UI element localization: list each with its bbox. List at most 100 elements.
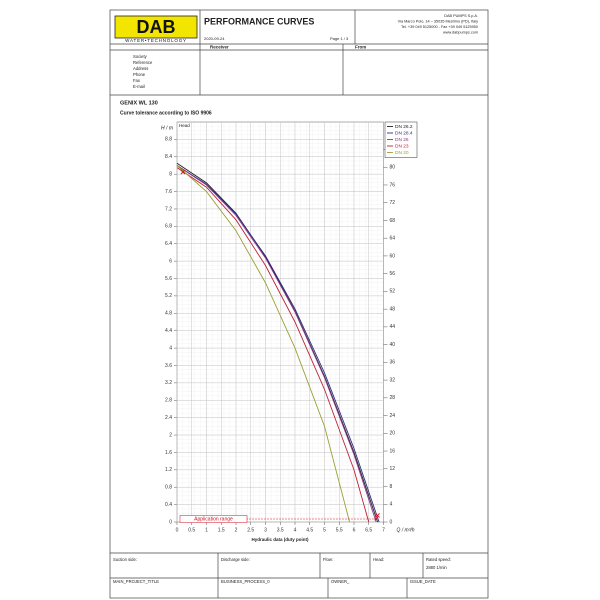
y-tick-label: 4.4 [165,328,172,334]
doc-page: Page 1 / 3 [330,36,349,41]
x-tick-label: 1 [205,527,208,533]
footer-label: ISSUE_DATE [410,579,436,584]
doc-title: PERFORMANCE CURVES [204,16,314,26]
page-border [109,9,489,599]
y2-tick-label: 48 [390,306,396,312]
contact-field: Society [133,54,148,59]
annotation-box [179,515,248,523]
logo-tagline: WATER•TECHNOLOGY [125,38,187,43]
y-tick-label: 8 [169,172,172,178]
x-tick-label: 3 [264,527,267,533]
curve [176,165,377,523]
contact-field: Fax [133,78,141,83]
y-tick-label: 0.8 [165,485,172,491]
footer-label: Rated speed: [426,557,451,562]
x-tick-label: 2 [235,527,238,533]
x-tick-label: 1.5 [218,527,225,533]
y-tick-label: 1.6 [165,450,172,456]
y-tick-label: 5.6 [165,276,172,282]
x-tick-label: 4.5 [306,527,313,533]
curve [176,162,379,523]
logo-box [114,15,198,39]
y-tick-label: 5.2 [165,293,172,299]
contact-field: Reference [133,60,153,65]
footer-label: OWNER_ [331,579,350,584]
y-tick-label: 2.4 [165,415,172,421]
x-tick-label: 0.5 [188,527,195,533]
product-name: GENIX WL 130 [120,100,158,106]
x-tick-label: 5 [323,527,326,533]
company-line: www.dabpumps.com [443,31,478,35]
y-tick-label: 3.6 [165,363,172,369]
y-tick-label: 8.4 [165,154,172,160]
footer-label: Discharge side: [221,557,250,562]
y2-tick-label: 24 [390,413,396,419]
y2-tick-label: 8 [390,484,393,490]
y-tick-label: 3.2 [165,380,172,386]
y-tick-label: 0.4 [165,502,172,508]
y2-tick-label: 20 [390,431,396,437]
receiver-label: Receiver [210,45,229,50]
footer-label: BUSINESS_PROCESS_0 [221,579,270,584]
y-tick-label: 6.4 [165,241,172,247]
y2-tick-label: 12 [390,466,396,472]
legend-label: DN 26.2 [395,124,413,130]
x-tick-label: 6.5 [365,527,372,533]
x-tick-label: 2.5 [247,527,254,533]
head-label: Head [179,123,190,128]
legend-label: DN 26 [395,137,409,143]
footer-label: MAIN_PROJECT_TITLE [113,579,159,584]
y-tick-label: 0 [169,519,172,525]
company-line: Tel. +39 049 5125000 - Fax +39 049 51259… [401,25,478,29]
y-tick-label: 4.8 [165,311,172,317]
y-tick-label: 4 [169,345,172,351]
footer-label: Head: [373,557,384,562]
duty-point [375,513,380,518]
y2-tick-label: 76 [390,182,396,188]
y2-tick-label: 52 [390,289,396,295]
company-line: Via Marco Polo, 14 – 35035 Mestrino (PD)… [398,20,478,24]
logo: DAB [137,17,176,37]
curve [176,167,370,523]
contact-field: Address [133,66,148,71]
legend-label: DN 20 [395,150,409,156]
footer-label: Suction side: [113,557,137,562]
y-tick-label: 1.2 [165,467,172,473]
y2-tick-label: 32 [390,377,396,383]
chart-caption: Hydraulic data (duty point) [251,537,309,542]
contact-field: Phone [133,72,146,77]
curve [176,165,380,523]
y2-tick-label: 44 [390,324,396,330]
x-tick-label: 6 [353,527,356,533]
tolerance-note: Curve tolerance according to ISO 9906 [120,110,212,116]
y2-tick-label: 28 [390,395,396,401]
x-axis-label: Q / m³/h [397,527,415,533]
x-tick-label: 3.5 [277,527,284,533]
doc-date: 2020-09-24 [204,36,225,41]
y-tick-label: 2 [169,432,172,438]
annotation: Application range [194,516,233,522]
y2-tick-label: 68 [390,218,396,224]
x-tick-label: 4 [294,527,297,533]
y-tick-label: 7.6 [165,189,172,195]
y-tick-label: 6.8 [165,224,172,230]
y-axis-label: H / m [161,125,173,131]
footer-label: Flow: [323,557,333,562]
y2-tick-label: 4 [390,502,393,508]
y-tick-label: 2.8 [165,398,172,404]
y2-tick-label: 72 [390,200,396,206]
company-line: DAB PUMPS S.p.A. [444,14,478,18]
y2-tick-label: 60 [390,253,396,259]
y2-tick-label: 80 [390,165,396,171]
y2-tick-label: 36 [390,360,396,366]
from-label: From [355,45,366,50]
x-tick-label: 5.5 [336,527,343,533]
y2-tick-label: 64 [390,236,396,242]
y-tick-label: 7.2 [165,206,172,212]
x-tick-label: 0 [176,527,179,533]
contact-field: E-mail [133,84,145,89]
y2-tick-label: 56 [390,271,396,277]
y-tick-label: 6 [169,258,172,264]
rated-speed: 2880 1/min [426,565,447,570]
